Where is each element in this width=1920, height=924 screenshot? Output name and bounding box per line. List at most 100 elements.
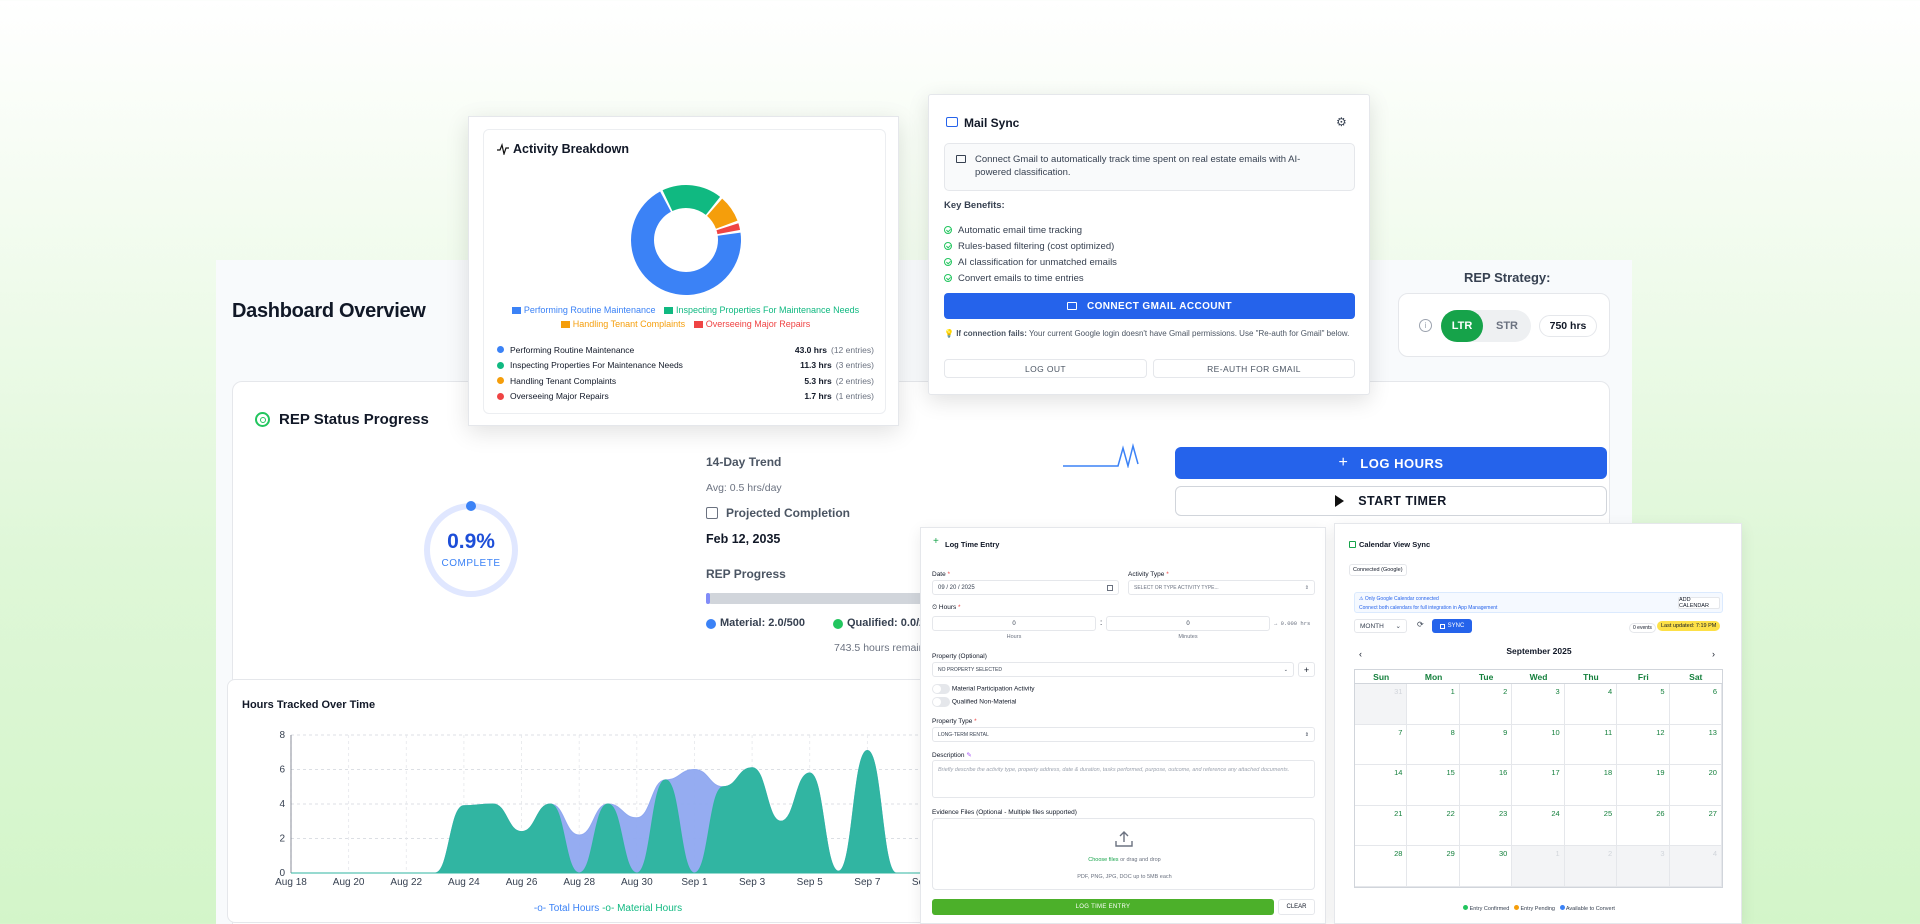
connect-gmail-button[interactable]: CONNECT GMAIL ACCOUNT <box>944 293 1355 319</box>
strategy-str-button[interactable]: STR <box>1496 320 1518 332</box>
calendar-day[interactable]: 3 <box>1617 846 1670 887</box>
calendar-day[interactable]: 19 <box>1617 765 1670 806</box>
minutes-input[interactable]: 0 <box>1106 616 1270 631</box>
calendar-day[interactable]: 31 <box>1355 684 1408 725</box>
weekday-header: Mon <box>1407 670 1460 684</box>
calendar-day[interactable]: 16 <box>1459 765 1513 806</box>
legend-item: Overseeing Major Repairs <box>693 318 810 331</box>
calendar-day[interactable]: 10 <box>1512 724 1565 765</box>
check-icon <box>944 226 952 234</box>
calendar-day[interactable]: 29 <box>1407 846 1460 887</box>
calendar-day[interactable]: 7 <box>1355 724 1408 765</box>
legend-total-hours: -o- Total Hours <box>534 903 602 914</box>
activity-title: Activity Breakdown <box>513 142 630 156</box>
log-time-entry-card: + Log Time Entry Date * 09 / 20 / 2025 A… <box>920 527 1326 924</box>
donut-slice[interactable] <box>716 223 741 235</box>
calendar-day[interactable]: 18 <box>1564 765 1618 806</box>
qualified-toggle[interactable] <box>932 697 950 707</box>
calendar-icon <box>1349 541 1356 548</box>
description-textarea[interactable]: Briefly describe the activity type, prop… <box>932 760 1315 798</box>
calendar-day[interactable]: 11 <box>1564 724 1618 765</box>
strategy-ltr-button[interactable]: LTR <box>1441 310 1483 342</box>
progress-ring <box>424 501 518 597</box>
calendar-day[interactable]: 1 <box>1407 684 1460 725</box>
log-hours-button[interactable]: + LOG HOURS <box>1175 447 1607 479</box>
status-title: REP Status Progress <box>279 411 429 428</box>
calendar-day[interactable]: 4 <box>1669 846 1722 887</box>
material-toggle-row[interactable]: Material Participation Activity <box>932 684 1035 694</box>
calendar-day[interactable]: 20 <box>1669 765 1722 806</box>
chart-legend: -o- Total Hours -o- Material Hours <box>534 903 682 914</box>
hours-sub-label: Hours <box>1006 634 1022 640</box>
property-select[interactable]: NO PROPERTY SELECTED ⌄ <box>932 662 1294 677</box>
legend-material-hours: -o- Material Hours <box>602 903 682 914</box>
info-icon[interactable]: i <box>1419 319 1432 332</box>
description-label: Description ✎ <box>932 752 972 759</box>
view-select[interactable]: MONTH ⌄ <box>1354 619 1407 633</box>
hours-input[interactable]: 0 <box>932 616 1096 631</box>
calendar-day[interactable]: 30 <box>1459 846 1513 887</box>
calendar-day[interactable]: 8 <box>1407 724 1460 765</box>
weekday-header: Thu <box>1564 670 1618 684</box>
calendar-day[interactable]: 22 <box>1407 805 1460 846</box>
projected-date: Feb 12, 2035 <box>706 532 781 546</box>
calendar-day[interactable]: 4 <box>1564 684 1618 725</box>
calendar-day[interactable]: 25 <box>1564 805 1618 846</box>
next-month-button[interactable]: › <box>1712 649 1715 659</box>
calendar-day[interactable]: 28 <box>1355 846 1408 887</box>
weekday-header: Tue <box>1459 670 1513 684</box>
date-field[interactable]: 09 / 20 / 2025 <box>932 580 1119 595</box>
activity-type-select[interactable]: SELECT OR TYPE ACTIVITY TYPE... ⇕ <box>1128 580 1315 595</box>
file-dropzone[interactable]: Choose files or drag and drop PDF, PNG, … <box>932 818 1315 890</box>
calendar-day[interactable]: 3 <box>1512 684 1565 725</box>
calendar-day[interactable]: 1 <box>1512 846 1565 887</box>
calendar-day[interactable]: 2 <box>1459 684 1513 725</box>
mail-sync-title: Mail Sync <box>964 116 1020 130</box>
calendar-day[interactable]: 17 <box>1512 765 1565 806</box>
weekday-header: Sat <box>1669 670 1722 684</box>
gear-icon[interactable]: ⚙ <box>1336 115 1347 129</box>
calendar-day[interactable]: 27 <box>1669 805 1722 846</box>
donut-slice[interactable] <box>631 191 741 295</box>
sync-button[interactable]: SYNC <box>1432 619 1472 633</box>
calendar-day[interactable]: 12 <box>1617 724 1670 765</box>
donut-slice[interactable] <box>662 185 721 215</box>
x-tick-label: Sep 7 <box>854 877 881 888</box>
donut-slice[interactable] <box>707 198 738 229</box>
clock-icon: ⏲ <box>932 604 938 611</box>
calendar-day[interactable]: 24 <box>1512 805 1565 846</box>
add-calendar-button[interactable]: ADD CALENDAR <box>1678 597 1720 609</box>
mail-info-text: Connect Gmail to automatically track tim… <box>975 154 1301 178</box>
refresh-icon[interactable]: ⟳ <box>1417 620 1424 629</box>
connected-badge: Connected (Google) <box>1349 564 1407 576</box>
hours-remaining: 743.5 hours remaining <box>834 642 939 654</box>
calendar-day[interactable]: 23 <box>1459 805 1513 846</box>
log-time-entry-button[interactable]: LOG TIME ENTRY <box>932 899 1274 915</box>
clear-button[interactable]: CLEAR <box>1278 899 1315 915</box>
hours-target-badge: 750 hrs <box>1539 315 1597 337</box>
qualified-toggle-row[interactable]: Qualified Non-Material <box>932 697 1016 707</box>
logout-button[interactable]: LOG OUT <box>944 359 1147 378</box>
calendar-day[interactable]: 9 <box>1459 724 1513 765</box>
calendar-day[interactable]: 15 <box>1407 765 1460 806</box>
reauth-gmail-button[interactable]: RE-AUTH FOR GMAIL <box>1153 359 1355 378</box>
check-icon <box>944 274 952 282</box>
calendar-icon <box>1439 623 1445 629</box>
material-toggle[interactable] <box>932 684 950 694</box>
start-timer-button[interactable]: START TIMER <box>1175 486 1607 516</box>
mail-sync-card: Mail Sync ⚙ Connect Gmail to automatical… <box>928 94 1370 395</box>
calendar-title: Calendar View Sync <box>1359 540 1431 549</box>
chevron-updown-icon: ⇕ <box>1304 584 1309 591</box>
property-type-select[interactable]: LONG-TERM RENTAL ⇕ <box>932 727 1315 742</box>
add-property-button[interactable]: + <box>1298 662 1315 677</box>
series-area <box>291 750 925 874</box>
calendar-day[interactable]: 26 <box>1617 805 1670 846</box>
calendar-day[interactable]: 14 <box>1355 765 1408 806</box>
calendar-day[interactable]: 5 <box>1617 684 1670 725</box>
prev-month-button[interactable]: ‹ <box>1359 649 1362 659</box>
calendar-day[interactable]: 21 <box>1355 805 1408 846</box>
calendar-day[interactable]: 2 <box>1564 846 1618 887</box>
calendar-day[interactable]: 6 <box>1669 684 1722 725</box>
calendar-day[interactable]: 13 <box>1669 724 1722 765</box>
calendar-legend: Entry Confirmed Entry Pending Available … <box>1335 905 1743 912</box>
